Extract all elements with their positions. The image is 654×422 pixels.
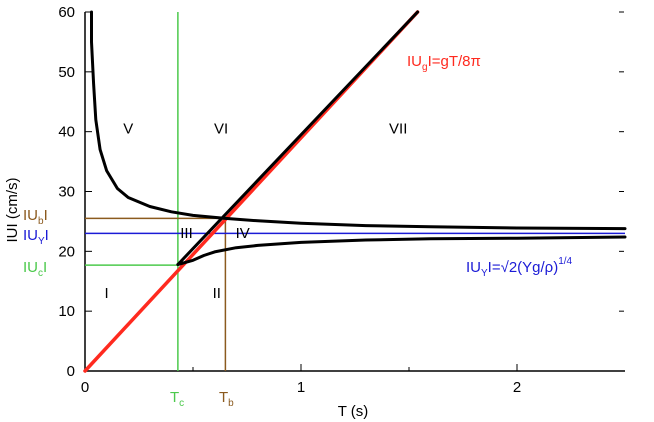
y-tick-label: 60	[58, 4, 75, 21]
x-tick-label: 1	[297, 379, 305, 396]
region-label-i: I	[105, 285, 109, 302]
x-tick-label: 2	[513, 379, 521, 396]
tb-label: Tb	[219, 389, 234, 409]
uy-formula: IUYI=√2(Yg/ρ)1/4	[466, 256, 573, 279]
y-tick-label: 20	[58, 243, 75, 260]
region-label-vi: VI	[214, 120, 228, 137]
y-tick-label: 50	[58, 64, 75, 81]
uc-label: IUcI	[23, 259, 47, 279]
region-label-iv: IV	[236, 225, 250, 242]
region-label-ii: II	[213, 285, 221, 302]
y-tick-label: 30	[58, 184, 75, 201]
black-curve-upper	[90, 10, 627, 231]
y-tick-label: 40	[58, 124, 75, 141]
region-label-iii: III	[180, 225, 193, 242]
y-tick-label: 0	[67, 363, 75, 380]
x-tick-label: 0	[81, 379, 89, 396]
black-curve-lower	[176, 235, 627, 266]
x-axis-label: T (s)	[338, 403, 369, 420]
uy-label: IUYI	[23, 227, 49, 247]
black-line-tangent	[176, 10, 420, 266]
region-label-vii: VII	[389, 120, 407, 137]
ub-label: IUbI	[23, 207, 48, 227]
y-tick-label: 10	[58, 303, 75, 320]
y-axis-label: IUI (cm/s)	[4, 178, 21, 243]
ug-formula: IUgI=gT/8π	[407, 53, 481, 73]
region-label-v: V	[123, 120, 133, 137]
tc-label: Tc	[170, 389, 184, 409]
